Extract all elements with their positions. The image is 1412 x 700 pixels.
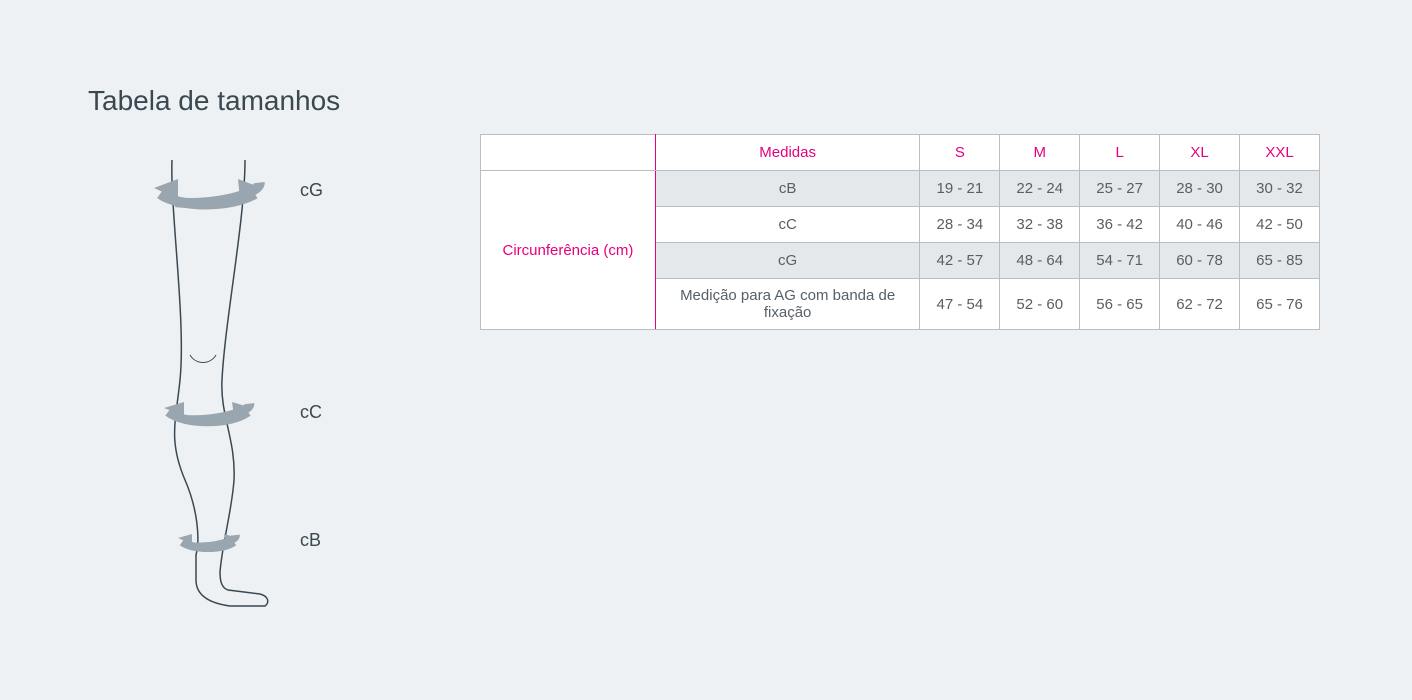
cell: 54 - 71 <box>1080 243 1160 279</box>
header-measures: Medidas <box>655 135 920 171</box>
leg-diagram: cG cC cB <box>130 150 390 650</box>
size-table: Medidas S M L XL XXL Circunferência (cm)… <box>480 134 1320 330</box>
cell: 65 - 76 <box>1240 279 1320 330</box>
cell: 30 - 32 <box>1240 171 1320 207</box>
cell: 28 - 30 <box>1160 171 1240 207</box>
cell: 42 - 50 <box>1240 207 1320 243</box>
cell: 60 - 78 <box>1160 243 1240 279</box>
cell: 62 - 72 <box>1160 279 1240 330</box>
diagram-label-cg: cG <box>300 180 323 201</box>
cell: 56 - 65 <box>1080 279 1160 330</box>
leg-svg <box>130 150 390 650</box>
cell: 40 - 46 <box>1160 207 1240 243</box>
header-size-m: M <box>1000 135 1080 171</box>
header-size-xl: XL <box>1160 135 1240 171</box>
header-size-xxl: XXL <box>1240 135 1320 171</box>
row-label: cB <box>655 171 920 207</box>
cell: 28 - 34 <box>920 207 1000 243</box>
cell: 47 - 54 <box>920 279 1000 330</box>
cell: 19 - 21 <box>920 171 1000 207</box>
arrow-band-cc <box>164 393 252 424</box>
header-size-s: S <box>920 135 1000 171</box>
cell: 48 - 64 <box>1000 243 1080 279</box>
arrow-band-cg <box>154 169 262 208</box>
cell: 65 - 85 <box>1240 243 1320 279</box>
page-title: Tabela de tamanhos <box>88 85 340 117</box>
header-blank <box>481 135 656 171</box>
cell: 36 - 42 <box>1080 207 1160 243</box>
table-header-row: Medidas S M L XL XXL <box>481 135 1320 171</box>
arrow-band-cb <box>178 527 238 549</box>
header-size-l: L <box>1080 135 1160 171</box>
diagram-label-cc: cC <box>300 402 322 423</box>
cell: 42 - 57 <box>920 243 1000 279</box>
row-label: cC <box>655 207 920 243</box>
cell: 32 - 38 <box>1000 207 1080 243</box>
knee-line <box>190 355 216 363</box>
size-table-wrap: Medidas S M L XL XXL Circunferência (cm)… <box>480 134 1320 330</box>
diagram-label-cb: cB <box>300 530 321 551</box>
row-label: Medição para AG com banda de fixação <box>655 279 920 330</box>
row-label: cG <box>655 243 920 279</box>
group-label: Circunferência (cm) <box>481 171 656 330</box>
table-row: Circunferência (cm) cB 19 - 21 22 - 24 2… <box>481 171 1320 207</box>
cell: 22 - 24 <box>1000 171 1080 207</box>
cell: 52 - 60 <box>1000 279 1080 330</box>
cell: 25 - 27 <box>1080 171 1160 207</box>
